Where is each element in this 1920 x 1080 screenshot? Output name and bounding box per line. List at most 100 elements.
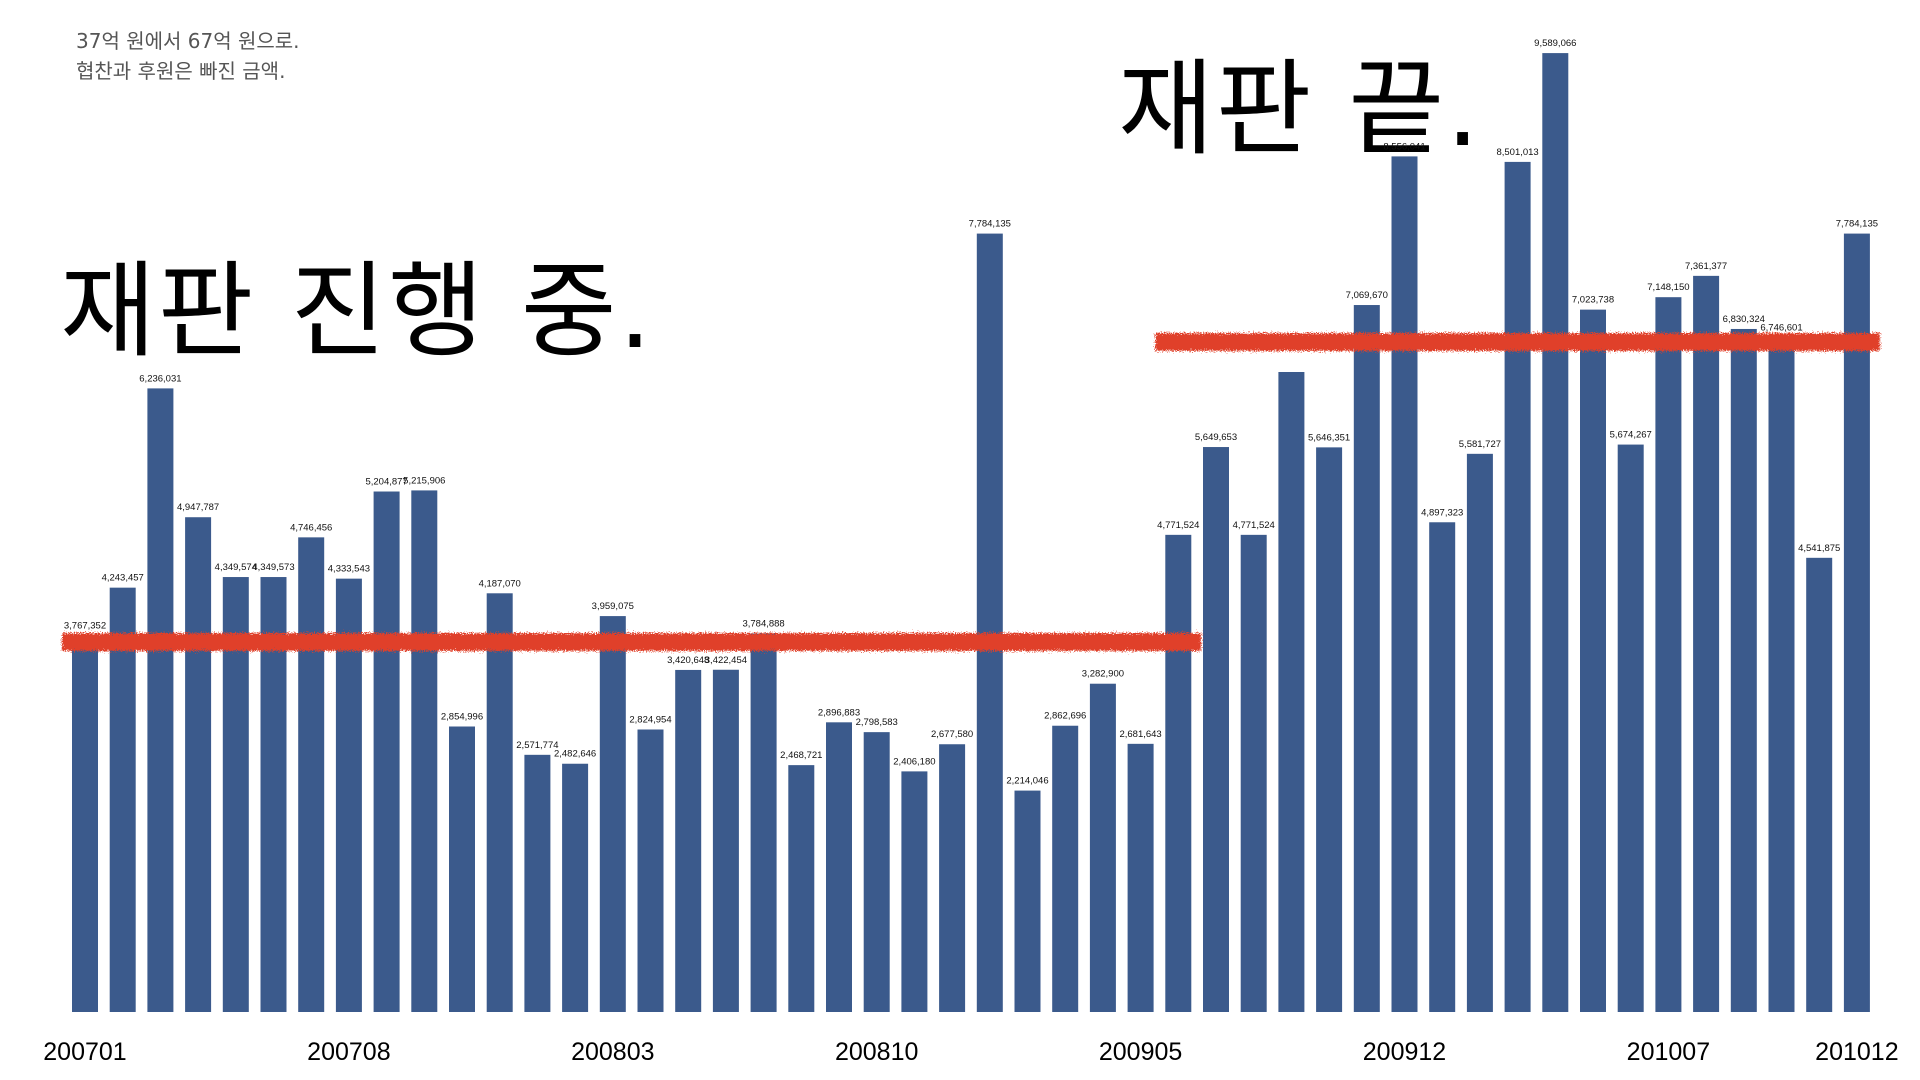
bar-44 [1730, 328, 1757, 1012]
bar-42 [1655, 297, 1682, 1012]
bar-22 [901, 771, 928, 1012]
bar-47 [1843, 233, 1870, 1013]
bars-layer [72, 53, 1870, 1013]
bar-25 [1014, 790, 1041, 1012]
data-label-14: 3,959,075 [592, 601, 634, 612]
data-label-13: 2,482,646 [554, 749, 596, 760]
data-label-38: 8,501,013 [1496, 147, 1538, 158]
data-label-36: 4,897,323 [1421, 507, 1463, 518]
data-label-21: 2,798,583 [856, 717, 898, 728]
x-tick-label-200912: 200912 [1363, 1038, 1446, 1066]
bar-8 [373, 491, 400, 1012]
bar-31 [1240, 534, 1267, 1012]
bar-45 [1768, 337, 1795, 1012]
bar-15 [637, 729, 664, 1012]
data-label-43: 7,361,377 [1685, 261, 1727, 272]
average-line-0 [62, 633, 1202, 651]
data-label-44: 6,830,324 [1723, 314, 1765, 325]
bar-6 [298, 537, 325, 1012]
data-label-12: 2,571,774 [516, 740, 558, 751]
bar-35 [1391, 156, 1418, 1013]
data-label-23: 2,677,580 [931, 729, 973, 740]
bar-14 [599, 616, 626, 1012]
data-label-11: 4,187,070 [479, 578, 521, 589]
data-label-18: 3,784,888 [742, 619, 784, 630]
data-label-22: 2,406,180 [893, 756, 935, 767]
data-label-40: 7,023,738 [1572, 295, 1614, 306]
data-label-19: 2,468,721 [780, 750, 822, 761]
data-label-46: 4,541,875 [1798, 543, 1840, 554]
data-label-24: 7,784,135 [969, 219, 1011, 230]
data-label-33: 5,646,351 [1308, 432, 1350, 443]
average-line-1 [1155, 333, 1880, 351]
bar-43 [1693, 275, 1720, 1012]
data-label-20: 2,896,883 [818, 707, 860, 718]
x-tick-label-200810: 200810 [835, 1038, 918, 1066]
data-label-30: 5,649,653 [1195, 432, 1237, 443]
bar-28 [1127, 743, 1154, 1012]
data-label-1: 4,243,457 [102, 573, 144, 584]
bar-33 [1316, 447, 1343, 1013]
x-tick-label-201007: 201007 [1627, 1038, 1710, 1066]
data-label-0: 3,767,352 [64, 620, 106, 631]
caption: 37억 원에서 67억 원으로. 협찬과 후원은 빠진 금액. [76, 26, 300, 86]
bar-9 [411, 490, 438, 1012]
bar-0 [72, 635, 98, 1012]
bar-17 [712, 669, 739, 1012]
bar-23 [939, 744, 966, 1012]
bar-27 [1089, 683, 1116, 1012]
data-label-47: 7,784,135 [1836, 219, 1878, 230]
bar-41 [1617, 444, 1644, 1012]
bar-32 [1278, 372, 1305, 1012]
data-label-8: 5,204,877 [365, 477, 407, 488]
bar-39 [1542, 53, 1569, 1013]
headline-trial-ongoing: 재판 진행 중. [60, 250, 654, 372]
bar-40 [1580, 309, 1606, 1012]
bar-26 [1052, 725, 1079, 1012]
data-label-37: 5,581,727 [1459, 439, 1501, 450]
bar-16 [675, 669, 702, 1012]
data-label-16: 3,420,648 [667, 655, 709, 666]
bar-18 [750, 633, 777, 1012]
x-tick-label-200905: 200905 [1099, 1038, 1182, 1066]
data-label-4: 4,349,574 [215, 562, 257, 573]
data-label-27: 3,282,900 [1082, 669, 1124, 680]
headline-trial-ended: 재판 끝. [1118, 48, 1482, 170]
bar-13 [562, 763, 589, 1012]
x-tick-label-200701: 200701 [43, 1038, 126, 1066]
data-label-5: 4,349,573 [252, 562, 294, 573]
data-label-2: 6,236,031 [139, 373, 181, 384]
bar-34 [1353, 305, 1380, 1013]
bar-1 [109, 587, 136, 1012]
data-labels-layer: 3,767,352 4,243,457 6,236,031 4,947,787 4,34… [64, 38, 1878, 787]
data-label-9: 5,215,906 [403, 475, 445, 486]
bar-12 [524, 754, 551, 1012]
data-label-3: 4,947,787 [177, 502, 219, 513]
bar-38 [1504, 161, 1531, 1013]
x-tick-label-201012: 201012 [1815, 1038, 1898, 1066]
x-tick-label-200708: 200708 [307, 1038, 390, 1066]
bar-29 [1165, 534, 1192, 1012]
data-label-26: 2,862,696 [1044, 711, 1086, 722]
bar-37 [1466, 453, 1493, 1013]
data-label-42: 7,148,150 [1647, 282, 1689, 293]
bar-36 [1429, 522, 1456, 1012]
data-label-25: 2,214,046 [1006, 776, 1048, 787]
data-label-6: 4,746,456 [290, 522, 332, 533]
bar-30 [1203, 447, 1229, 1013]
bar-24 [976, 233, 1003, 1013]
data-label-31: 4,771,524 [1233, 520, 1275, 531]
data-label-29: 4,771,524 [1157, 520, 1199, 531]
bar-3 [185, 517, 212, 1012]
data-label-35: 8,556,041 [1383, 141, 1425, 152]
data-label-45: 6,746,601 [1760, 322, 1802, 333]
caption-line-2: 협찬과 후원은 빠진 금액. [76, 59, 286, 83]
bar-46 [1806, 557, 1833, 1012]
data-label-41: 5,674,267 [1610, 430, 1652, 441]
data-label-34: 7,069,670 [1346, 290, 1388, 301]
average-lines-layer [62, 333, 1880, 651]
data-label-10: 2,854,996 [441, 712, 483, 723]
bar-20 [826, 722, 852, 1012]
bar-19 [788, 765, 815, 1012]
